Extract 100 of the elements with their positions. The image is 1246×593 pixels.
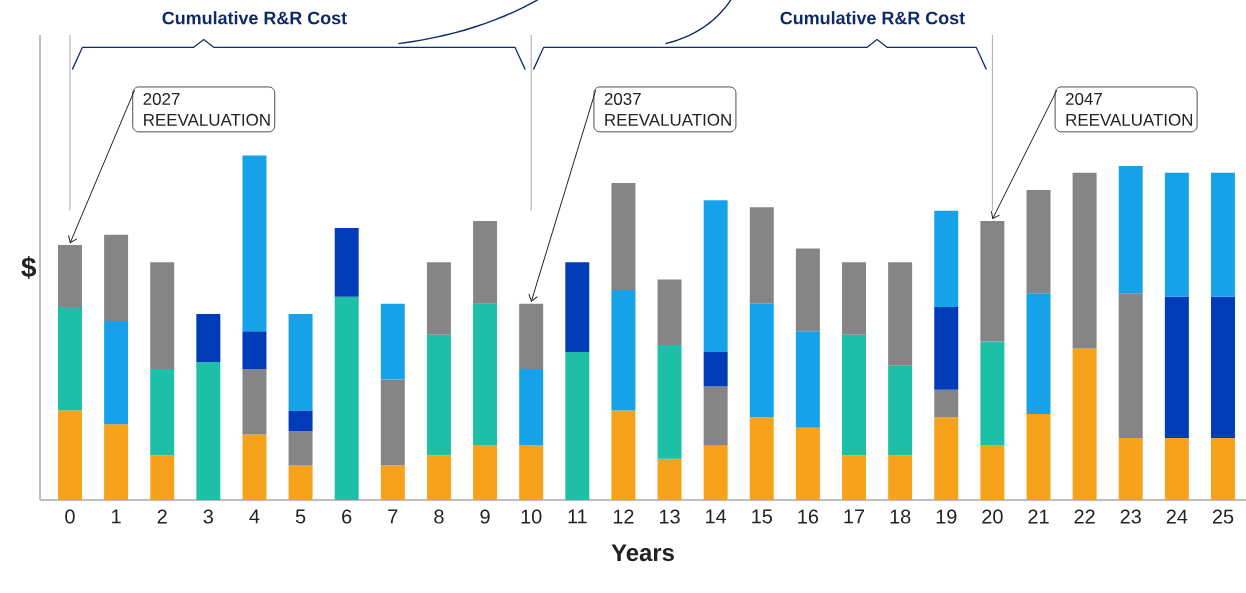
bar — [1118, 438, 1143, 500]
x-tick-label: 22 — [1074, 509, 1095, 524]
bar — [104, 234, 129, 321]
bar — [519, 369, 544, 445]
bar — [1210, 172, 1235, 297]
bar — [1118, 165, 1143, 294]
bar — [380, 465, 405, 500]
bar — [980, 341, 1005, 445]
bar — [473, 221, 498, 304]
bar — [1026, 293, 1051, 414]
bar — [242, 434, 267, 500]
bar — [426, 334, 451, 456]
bar — [888, 365, 913, 456]
x-tick-label: 17 — [844, 509, 865, 524]
x-tick-label: 6 — [342, 509, 352, 524]
x-tick-label: 25 — [1212, 509, 1234, 524]
bar — [565, 351, 590, 500]
bar — [196, 314, 221, 363]
x-tick-label: 20 — [982, 509, 1003, 524]
bar — [1072, 172, 1097, 349]
x-tick-label: 4 — [249, 509, 260, 524]
bar — [426, 455, 451, 500]
bar — [473, 444, 498, 500]
bar — [749, 207, 774, 304]
bar — [1210, 438, 1235, 500]
x-tick-label: 9 — [480, 509, 490, 524]
bar — [1164, 172, 1189, 297]
bar — [842, 334, 866, 456]
text: Cumulative R&R Cost — [162, 11, 347, 25]
bar — [703, 444, 728, 500]
bar — [104, 320, 129, 425]
bar — [380, 303, 405, 380]
bar — [842, 455, 866, 500]
bar — [242, 369, 267, 435]
bar — [657, 345, 682, 459]
x-tick-label: 18 — [890, 509, 911, 524]
x-tick-label: 12 — [613, 509, 634, 524]
y-axis-title: $ — [21, 256, 37, 279]
x-tick-label: 10 — [521, 509, 542, 524]
bar — [934, 307, 959, 390]
bar — [57, 307, 82, 411]
x-tick-label: 8 — [434, 509, 444, 524]
bar — [795, 331, 820, 428]
x-tick-label: 14 — [706, 509, 727, 524]
x-tick-label: 15 — [752, 509, 773, 524]
x-tick-label: 23 — [1120, 509, 1141, 524]
bar — [703, 386, 728, 445]
bar — [150, 455, 175, 500]
x-tick-label: 1 — [112, 509, 121, 524]
bar — [519, 303, 544, 370]
x-tick-label: 7 — [388, 509, 398, 524]
x-tick-label: 24 — [1166, 509, 1188, 524]
bar — [1210, 296, 1235, 438]
bar — [703, 351, 728, 387]
bar — [1164, 438, 1189, 500]
x-tick-label: 3 — [203, 509, 213, 524]
bar — [749, 303, 774, 418]
bar — [657, 458, 682, 500]
bar — [242, 331, 267, 370]
bar — [473, 303, 498, 445]
bar — [888, 262, 913, 366]
bar — [934, 417, 959, 500]
bar — [1072, 348, 1097, 500]
bar — [57, 410, 82, 500]
bar — [1026, 190, 1051, 294]
bar — [150, 262, 175, 370]
bar — [519, 444, 544, 500]
x-tick-label: 16 — [798, 509, 819, 524]
bar — [749, 417, 774, 500]
bar — [795, 427, 820, 500]
bar — [104, 424, 129, 500]
x-axis-title: Years — [611, 544, 674, 562]
bar — [565, 262, 590, 352]
bar — [1164, 296, 1189, 438]
x-tick-label: 2 — [157, 509, 167, 524]
bar — [196, 362, 221, 500]
x-tick-label: 13 — [659, 509, 680, 524]
x-tick-label: 11 — [568, 509, 587, 524]
bar — [703, 200, 728, 352]
bar — [150, 369, 175, 456]
x-tick-label: 0 — [65, 509, 75, 524]
bar — [1026, 413, 1051, 500]
text: Cumulative R&R Cost — [780, 11, 965, 25]
x-tick-label: 5 — [295, 509, 306, 524]
bar — [380, 379, 405, 466]
bar — [795, 248, 820, 332]
bar — [242, 155, 267, 332]
bar — [1118, 293, 1143, 438]
bar — [288, 410, 313, 432]
bar — [334, 227, 359, 297]
bar — [842, 262, 866, 335]
bar — [657, 279, 682, 345]
bar — [57, 245, 82, 308]
bar — [288, 431, 313, 466]
bar — [334, 296, 359, 500]
x-tick-label: 21 — [1028, 509, 1049, 524]
bar — [934, 210, 959, 308]
x-tick-label: 19 — [936, 509, 957, 524]
bar — [288, 314, 313, 411]
bar — [980, 444, 1005, 500]
